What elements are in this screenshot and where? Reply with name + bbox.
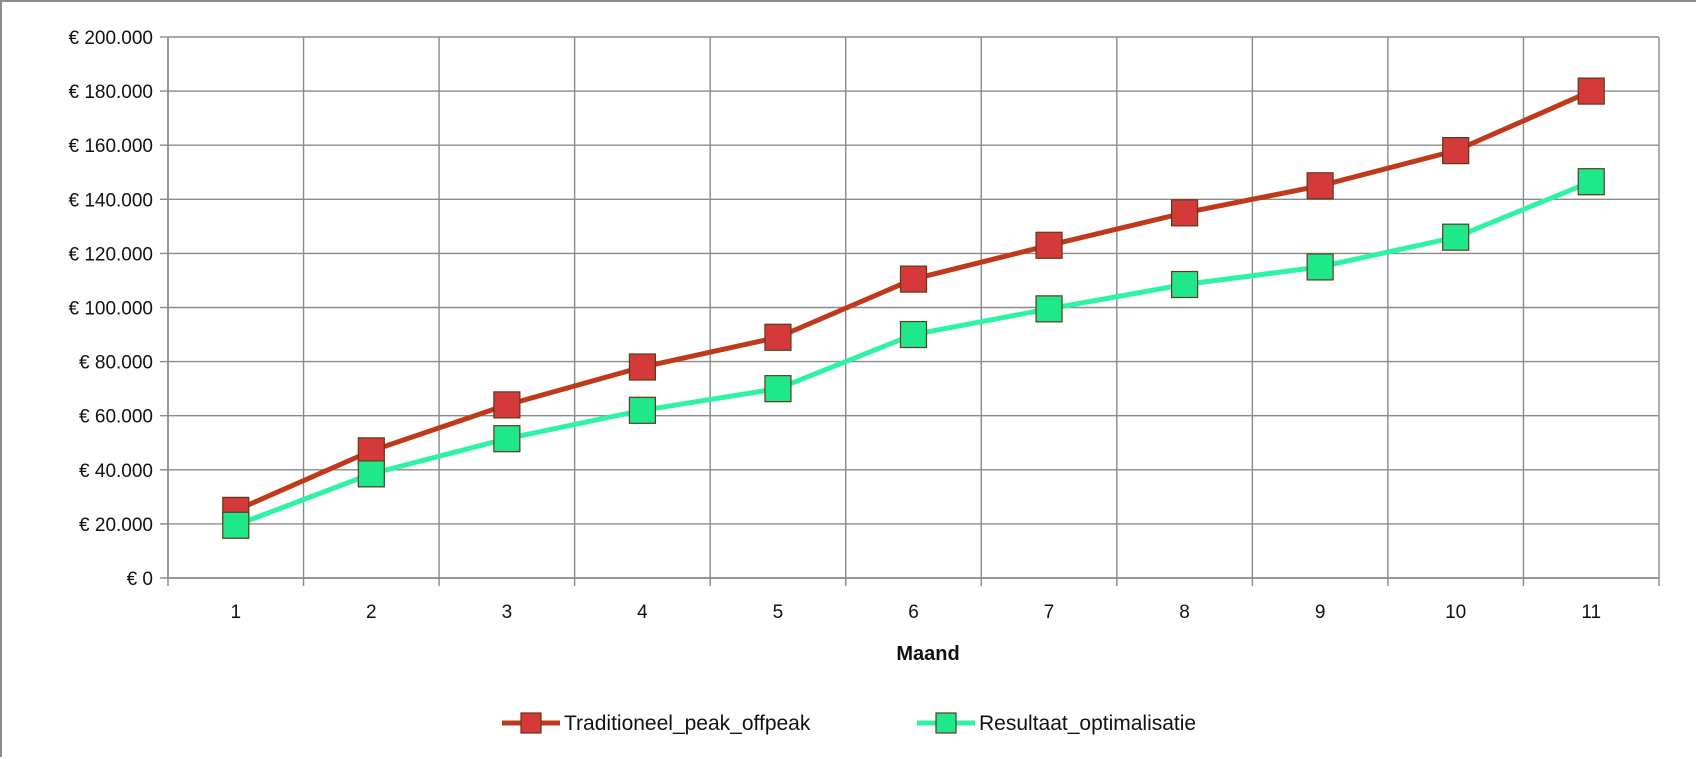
- x-tick-label: 8: [1179, 602, 1190, 623]
- legend-item: Resultaat_optimalisatie: [917, 712, 1196, 735]
- data-point: [493, 391, 521, 419]
- data-point: [357, 437, 385, 465]
- legend-label: Traditioneel_peak_offpeak: [564, 712, 811, 735]
- data-point: [1035, 295, 1063, 323]
- y-tick-label: € 20.000: [79, 515, 153, 536]
- x-tick-label: 1: [230, 602, 241, 623]
- data-point: [764, 375, 792, 403]
- legend-item: Traditioneel_peak_offpeak: [502, 712, 811, 735]
- y-tick-label: € 200.000: [68, 28, 153, 49]
- x-tick-label: 3: [502, 602, 513, 623]
- x-tick-label: 9: [1315, 602, 1326, 623]
- series: [222, 77, 1605, 539]
- grid: [167, 36, 1660, 579]
- data-point: [899, 265, 928, 293]
- y-tick-labels: € 0 € 20.000 € 40.000 € 60.000 € 80.000 € 100…: [68, 28, 153, 590]
- y-tick-label: € 180.000: [68, 82, 153, 103]
- data-point: [1035, 231, 1063, 259]
- x-tick-label: 7: [1044, 602, 1055, 623]
- x-tick-label: 4: [637, 602, 648, 623]
- y-tick-label: € 40.000: [79, 461, 153, 482]
- data-point: [222, 511, 250, 539]
- data-point: [1442, 223, 1470, 251]
- data-point: [493, 425, 521, 453]
- legend-marker: [520, 712, 542, 734]
- data-point: [1577, 168, 1605, 196]
- y-tick-label: € 160.000: [68, 136, 153, 157]
- data-point: [764, 323, 792, 351]
- x-tick-label: 10: [1445, 602, 1466, 623]
- x-tick-label: 11: [1581, 602, 1601, 623]
- data-point: [899, 320, 928, 349]
- data-point: [628, 396, 657, 424]
- y-tick-label: € 80.000: [79, 353, 153, 374]
- legend-marker: [935, 712, 957, 734]
- x-tick-label: 5: [773, 602, 784, 623]
- data-point: [1442, 137, 1470, 165]
- data-point: [1170, 270, 1199, 299]
- data-point: [1306, 253, 1334, 281]
- series-2: [222, 168, 1605, 539]
- x-axis-title: Maand: [896, 643, 959, 665]
- y-tick-label: € 120.000: [68, 244, 153, 265]
- legend: Traditioneel_peak_offpeak Resultaat_optim…: [502, 712, 1196, 735]
- x-tick-label: 6: [908, 602, 919, 623]
- legend-label: Resultaat_optimalisatie: [979, 712, 1196, 735]
- data-point: [1170, 199, 1199, 227]
- y-tick-label: € 140.000: [68, 190, 153, 211]
- y-tick-label: € 100.000: [68, 299, 153, 320]
- series-1: [222, 77, 1605, 524]
- x-tick-label: 2: [366, 602, 377, 623]
- y-tick-label: € 60.000: [79, 407, 153, 428]
- axes: [160, 36, 1660, 586]
- data-point: [628, 353, 657, 381]
- x-tick-labels: 1 2 3 4 5 6 7 8 9 10 11: [230, 602, 1601, 623]
- y-tick-label: € 0: [127, 569, 153, 590]
- data-point: [357, 460, 385, 488]
- data-point: [1577, 77, 1605, 105]
- data-point: [1306, 172, 1334, 200]
